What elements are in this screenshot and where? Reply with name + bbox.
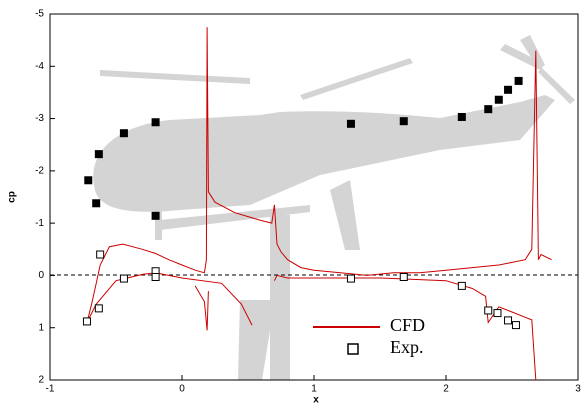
exp-open-marker [504, 316, 513, 325]
exp-open-marker [151, 272, 160, 281]
y-tick-label: -2 [35, 165, 44, 176]
x-tick-label: 1 [311, 384, 317, 395]
legend-marker [347, 343, 359, 355]
exp-filled-marker [494, 95, 503, 104]
exp-open-marker [96, 250, 105, 259]
exp-filled-marker [92, 199, 101, 208]
x-tick-label: -1 [46, 384, 55, 395]
exp-filled-marker [119, 129, 128, 138]
y-tick-label: 2 [38, 375, 44, 386]
exp-open-marker [457, 281, 466, 290]
exp-filled-marker [151, 118, 160, 127]
y-tick-label: -5 [35, 9, 44, 20]
exp-open-marker [346, 274, 355, 283]
y-tick-label: 1 [38, 322, 44, 333]
x-tick-label: 3 [575, 384, 581, 395]
exp-filled-marker [346, 119, 355, 128]
y-tick-label: 0 [38, 270, 44, 281]
exp-filled-marker [504, 85, 513, 94]
exp-open-marker [82, 317, 91, 326]
exp-filled-marker [457, 113, 466, 122]
y-tick-label: -3 [35, 113, 44, 124]
y-tick-label: -1 [35, 218, 44, 229]
exp-open-marker [94, 304, 103, 313]
exp-filled-marker [94, 150, 103, 159]
exp-open-marker [119, 274, 128, 283]
exp-filled-marker [514, 76, 523, 85]
exp-filled-marker [484, 105, 493, 114]
legend-label: CFD [390, 315, 425, 335]
exp-open-marker [399, 272, 408, 281]
exp-open-marker [493, 309, 502, 318]
exp-filled-marker [84, 176, 93, 185]
exp-open-marker [511, 321, 520, 330]
x-axis-label: x [313, 395, 319, 406]
legend-label: Exp. [390, 337, 424, 357]
exp-filled-marker [399, 117, 408, 126]
exp-open-marker [484, 306, 493, 315]
x-tick-label: 0 [179, 384, 185, 395]
exp-filled-marker [151, 211, 160, 220]
y-tick-label: -4 [35, 61, 44, 72]
y-axis-label: cp [7, 191, 18, 203]
helicopter-silhouette [93, 35, 575, 380]
x-tick-label: 2 [443, 384, 449, 395]
